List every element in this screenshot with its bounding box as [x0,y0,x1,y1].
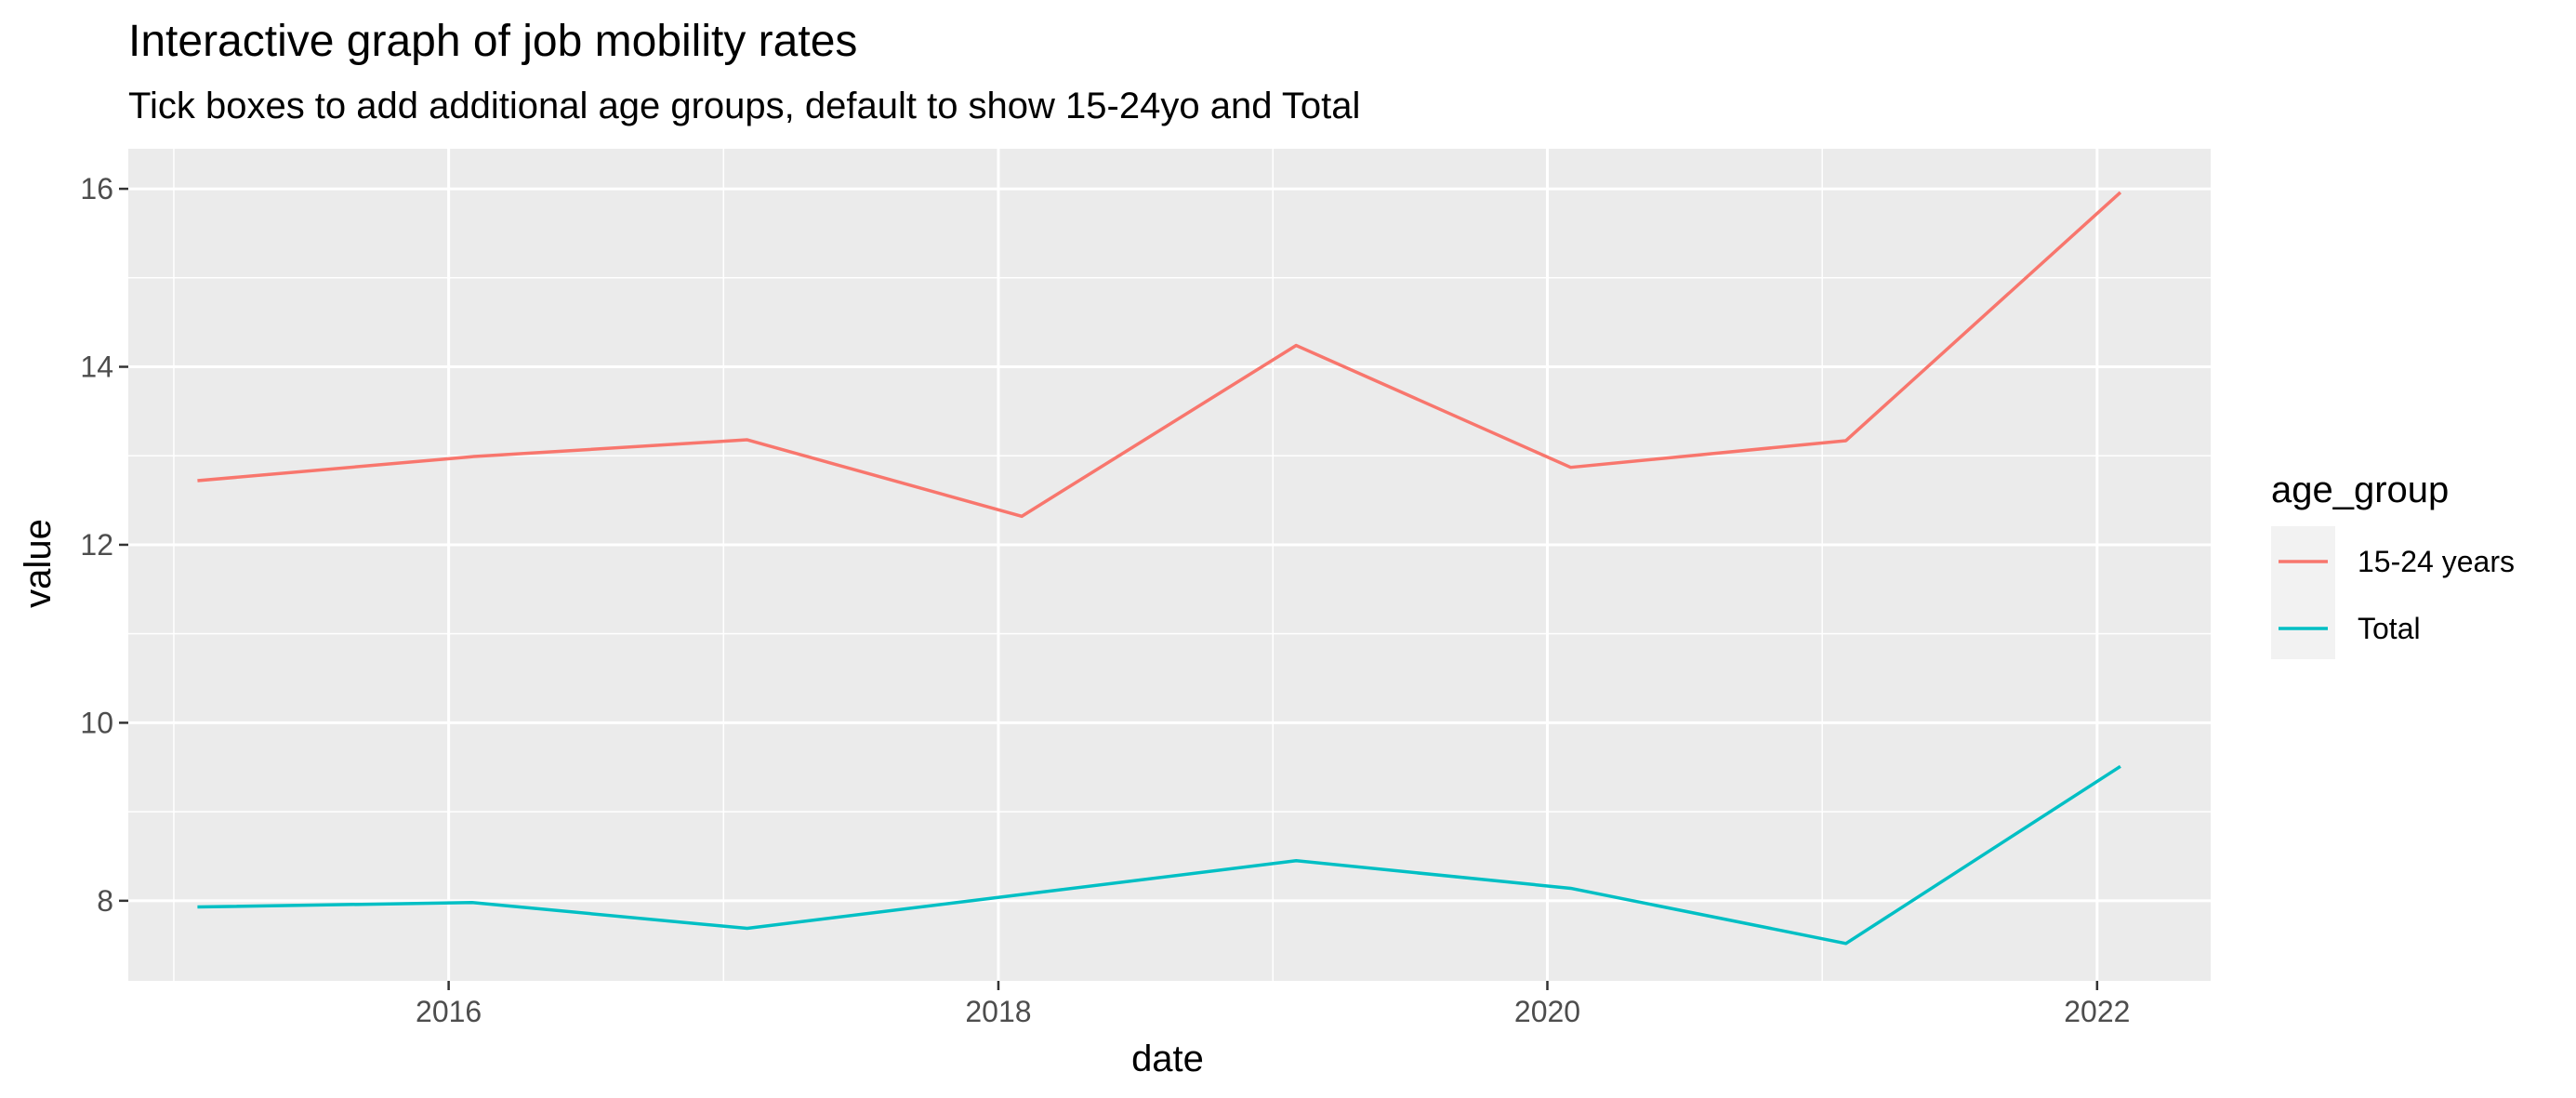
legend: age_group 15-24 years Total [2271,470,2515,659]
series-line-total [197,764,2121,946]
y-tick-label: 8 [97,884,113,918]
series-line-15-24-years [197,191,2122,519]
x-tick-label: 2020 [1514,995,1580,1028]
y-tick-label: 10 [80,706,113,739]
x-axis-title: date [1131,1038,1204,1079]
x-tick-label: 2016 [416,995,482,1028]
x-tick-label: 2018 [965,995,1031,1028]
x-axis: 2016 2018 2020 2022 [416,981,2130,1028]
series-layer [197,191,2122,946]
grid-major [128,149,2211,981]
legend-key-background [2271,526,2335,659]
chart-subtitle: Tick boxes to add additional age groups,… [128,86,1360,126]
plot-panel [128,149,2211,981]
x-tick-label: 2022 [2064,995,2130,1028]
legend-item-label: Total [2358,612,2421,645]
legend-title: age_group [2271,470,2449,510]
y-axis: 8 10 12 14 16 [80,172,128,918]
chart-title: Interactive graph of job mobility rates [128,17,857,66]
y-tick-label: 12 [80,528,113,562]
y-tick-label: 14 [80,351,113,384]
legend-item-label: 15-24 years [2358,545,2515,578]
y-axis-title: value [18,519,59,608]
y-tick-label: 16 [80,172,113,205]
